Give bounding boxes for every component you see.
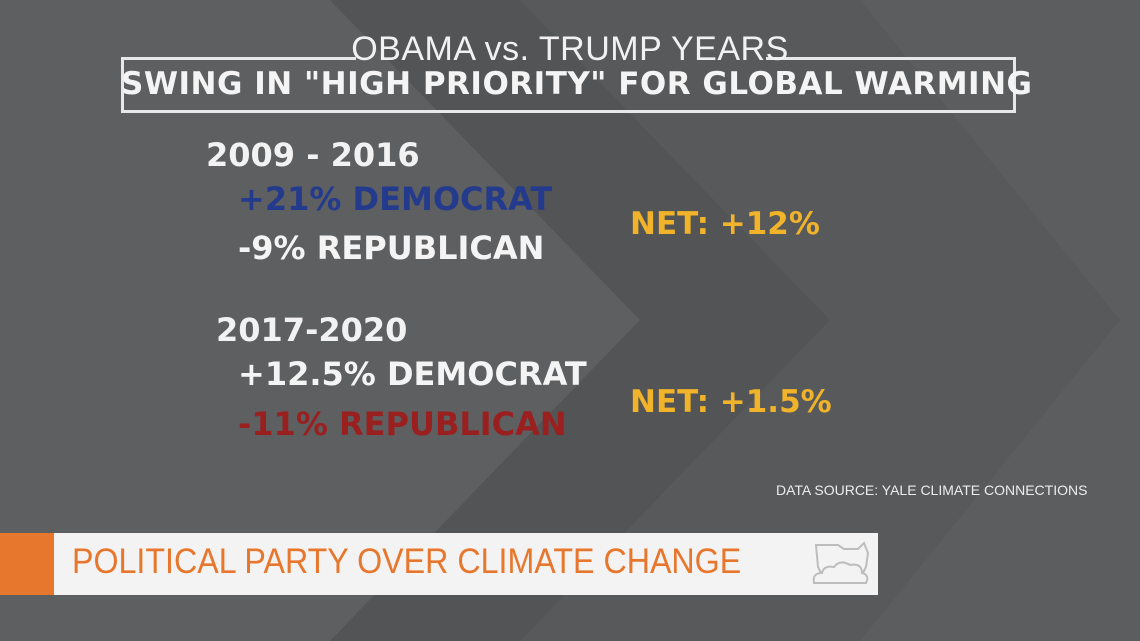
democrat-swing-2009-2016: +21% DEMOCRAT xyxy=(238,180,553,218)
lower-third-bar xyxy=(54,533,878,595)
republican-swing-2017-2020: -11% REPUBLICAN xyxy=(238,405,567,443)
lower-third-label: POLITICAL PARTY OVER CLIMATE CHANGE xyxy=(72,542,742,581)
republican-swing-2009-2016: -9% REPUBLICAN xyxy=(238,229,545,267)
period-label-2009-2016: 2009 - 2016 xyxy=(206,136,420,174)
lower-third-accent xyxy=(0,533,54,595)
net-swing-2009-2016: NET: +12% xyxy=(630,206,820,242)
state-cloud-logo-icon xyxy=(812,541,870,584)
data-source: DATA SOURCE: YALE CLIMATE CONNECTIONS xyxy=(776,482,1088,498)
period-label-2017-2020: 2017-2020 xyxy=(216,311,408,349)
net-swing-2017-2020: NET: +1.5% xyxy=(630,384,832,420)
subtitle: OBAMA vs. TRUMP YEARS xyxy=(351,30,789,68)
title-frame xyxy=(121,57,1016,113)
page-title: SWING IN "HIGH PRIORITY" FOR GLOBAL WARM… xyxy=(121,66,1033,102)
democrat-swing-2017-2020: +12.5% DEMOCRAT xyxy=(238,355,587,393)
